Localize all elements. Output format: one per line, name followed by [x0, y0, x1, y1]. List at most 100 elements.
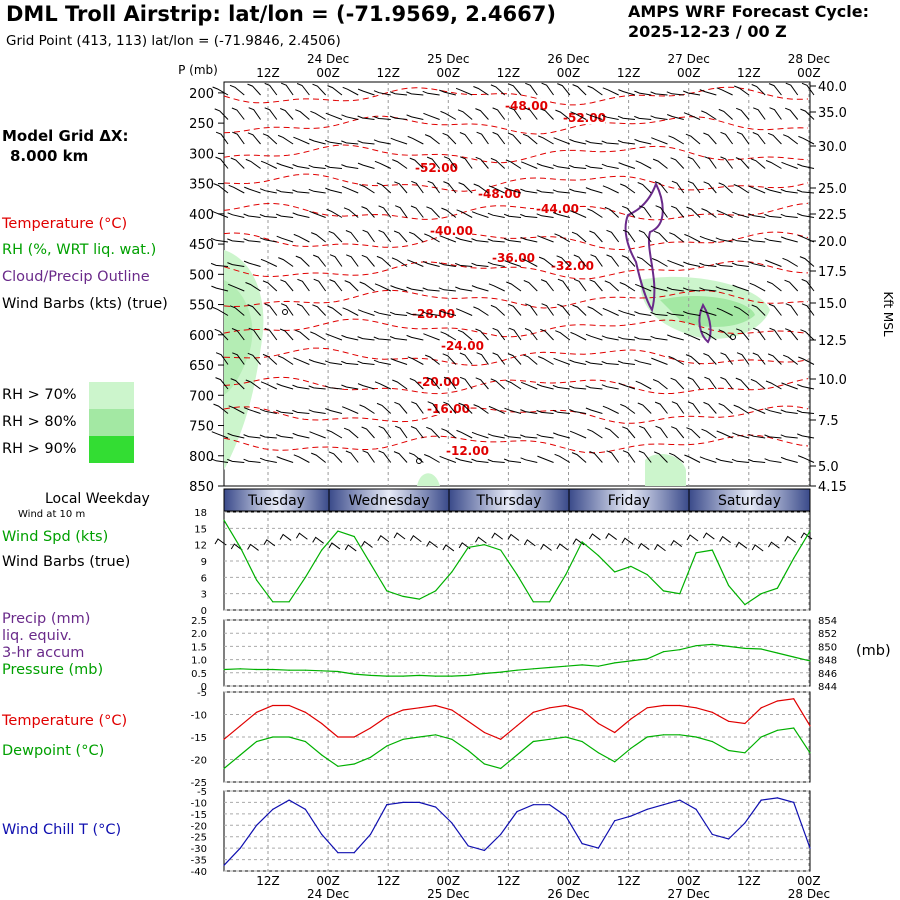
wind-speed-line-point	[744, 604, 746, 606]
xsec-wind-barb	[312, 304, 327, 316]
xsec-wind-barb	[411, 180, 424, 194]
xsec-wind-barb	[650, 115, 668, 120]
xsec-wind-barb	[715, 237, 733, 243]
calm-marker	[416, 458, 422, 464]
xsec-wind-barb	[541, 82, 554, 96]
xsec-wind-barb	[736, 107, 750, 120]
xsec-wind-barb	[407, 356, 424, 365]
dewpoint-line-point	[728, 749, 730, 752]
wind-chill-line-point	[809, 847, 811, 849]
surface-wind-barb	[637, 542, 650, 550]
xsec-wind-barb	[536, 213, 554, 218]
bottom-date-label: 24 Dec	[307, 887, 349, 900]
wind-chill-line-point	[451, 822, 453, 824]
xsec-wind-barb	[801, 303, 815, 316]
wind-10m-label: Wind at 10 m	[18, 509, 86, 520]
xsec-wind-barb	[357, 383, 375, 390]
temperature-line-point	[483, 731, 485, 734]
xsec-wind-barb	[635, 160, 652, 169]
xsec-wind-barb	[231, 107, 245, 120]
pressure-tick-label: 750	[189, 420, 214, 435]
xsec-wind-barb	[670, 157, 685, 169]
xsec-wind-barb	[389, 91, 408, 96]
pressure-line-point	[337, 670, 339, 673]
xsec-wind-barb	[328, 451, 343, 463]
top-date-label: 28 Dec	[788, 52, 830, 66]
xsec-wind-barb	[780, 456, 798, 463]
xsec-wind-barb	[442, 132, 457, 145]
dewpoint-line-point	[565, 736, 567, 738]
xsec-wind-barb	[325, 187, 343, 194]
xsec-wind-barb	[487, 261, 505, 267]
temperature-line-point	[418, 707, 420, 709]
temperature-panel: -5 -10 -15 -20 -25	[191, 688, 811, 789]
kft-tick-label: 35.0	[818, 106, 847, 121]
rh-area-left-inner	[224, 280, 253, 395]
xsec-wind-barb	[394, 401, 408, 414]
xsec-wind-barb	[520, 236, 538, 243]
pressure-line-point	[402, 675, 404, 677]
xsec-wind-barb	[569, 409, 587, 414]
surface-wind-barb	[523, 539, 536, 547]
wind-speed-line-point	[239, 546, 241, 549]
temperature-line-point	[744, 722, 746, 725]
xsec-wind-barb	[329, 254, 343, 267]
wind-chill-line-point	[662, 804, 665, 806]
wind-chill-line-point	[744, 822, 746, 824]
xsec-wind-barb	[736, 352, 750, 365]
xsec-wind-barb	[471, 431, 489, 439]
xsec-wind-barb	[378, 425, 392, 439]
temperature-line-point	[630, 718, 632, 720]
xsec-wind-barb	[490, 157, 506, 169]
xsec-wind-barb	[618, 382, 636, 390]
xsec-wind-barb	[260, 258, 278, 267]
xsec-wind-barb	[619, 282, 636, 292]
xsec-wind-barb	[585, 164, 603, 169]
xsec-wind-barb	[459, 132, 473, 145]
xsec-wind-barb	[459, 376, 473, 390]
xsec-wind-barb	[438, 262, 456, 267]
wind-chill-ytick-label: -25	[191, 833, 207, 844]
xsec-wind-barb	[667, 259, 684, 267]
precip-ytick-label: 2.0	[191, 629, 207, 640]
temperature-line-point	[386, 716, 388, 718]
xsec-wind-barb	[264, 303, 278, 316]
isotherm-line	[223, 434, 809, 454]
legend-rh: RH (%, WRT liq. wat.)	[2, 242, 157, 258]
wind-speed-line-point	[728, 584, 730, 587]
xsec-wind-barb	[703, 181, 717, 194]
pressure-line-point	[532, 668, 534, 670]
wind-speed-line-point	[288, 601, 290, 603]
wind-chill-line-point	[581, 843, 583, 845]
xsec-wind-barb	[426, 426, 440, 439]
xsec-wind-barb	[748, 213, 766, 218]
isotherm-line	[223, 376, 809, 395]
xsec-wind-barb	[243, 260, 261, 267]
pressure-line-point	[516, 669, 518, 671]
surface-wind-barb	[507, 533, 520, 541]
xsec-wind-barb	[395, 205, 408, 218]
xsec-wind-barb	[293, 357, 310, 365]
wind-chill-line-point	[597, 847, 600, 849]
xsec-wind-barb	[650, 91, 668, 96]
pressure-line-point	[711, 643, 713, 646]
xsec-wind-barb	[326, 208, 343, 218]
wind-chill-line-point	[793, 801, 795, 804]
xsec-wind-barb	[357, 162, 375, 169]
xsec-wind-barb	[439, 310, 457, 316]
xsec-wind-barb	[751, 84, 766, 96]
pressure-line-point	[272, 668, 274, 671]
xsec-wind-barb	[683, 112, 701, 120]
wind-chill-line-point	[418, 801, 420, 804]
xsec-wind-barb	[569, 210, 587, 218]
wind-speed-line-point	[695, 552, 697, 554]
temperature-line-point	[565, 704, 567, 707]
temperature-line-point	[532, 711, 534, 713]
xsec-wind-barb	[752, 352, 766, 365]
temperature-ytick-label: -20	[191, 756, 207, 767]
xsec-wind-barb	[780, 188, 798, 194]
xsec-wind-barb	[601, 140, 619, 145]
xsec-wind-barb	[357, 115, 375, 120]
wind-speed-line-point	[272, 601, 274, 603]
wind-chill-line-point	[646, 808, 648, 810]
